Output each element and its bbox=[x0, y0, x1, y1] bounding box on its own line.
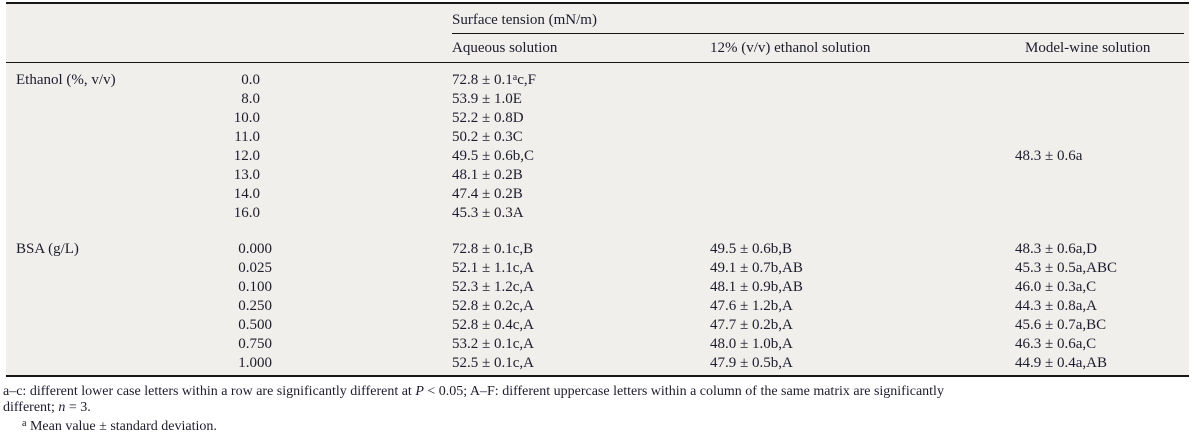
dose-cell: 12.0 bbox=[233, 148, 260, 164]
table-row: 12.0 49.5 ± 0.6b,C 48.3 ± 0.6a bbox=[6, 147, 1189, 166]
table-row: 11.0 50.2 ± 0.3C bbox=[6, 128, 1189, 147]
aqueous-cell: 49.5 ± 0.6b,C bbox=[452, 148, 534, 164]
dose-cell: 8.0 bbox=[241, 91, 260, 107]
model-wine-cell: 44.3 ± 0.8a,A bbox=[1015, 298, 1097, 314]
dose-cell: 14.0 bbox=[233, 186, 260, 202]
footnote-a-marker: a bbox=[512, 72, 518, 83]
aqueous-cell: 53.2 ± 0.1c,A bbox=[452, 336, 534, 352]
section-divider-gap bbox=[6, 223, 1189, 240]
model-wine-cell: 44.9 ± 0.4a,AB bbox=[1015, 355, 1107, 371]
footnote-text: a–c: different lower case letters within… bbox=[3, 384, 416, 399]
table-row: 0.500 52.8 ± 0.4c,A 47.7 ± 0.2b,A 45.6 ±… bbox=[6, 316, 1189, 335]
aqueous-cell: 52.2 ± 0.8D bbox=[452, 110, 524, 126]
table-row: 0.750 53.2 ± 0.1c,A 48.0 ± 1.0b,A 46.3 ±… bbox=[6, 335, 1189, 354]
table-row: 13.0 48.1 ± 0.2B bbox=[6, 166, 1189, 185]
group-header-rule bbox=[452, 33, 1184, 34]
ethanol12-cell: 47.6 ± 1.2b,A bbox=[710, 298, 793, 314]
table-row: 0.100 52.3 ± 1.2c,A 48.1 ± 0.9b,AB 46.0 … bbox=[6, 278, 1189, 297]
dose-cell: 11.0 bbox=[234, 129, 260, 145]
ethanol12-cell: 48.1 ± 0.9b,AB bbox=[710, 279, 803, 295]
table-row: 16.0 45.3 ± 0.3A bbox=[6, 204, 1189, 223]
ethanol12-cell: 49.5 ± 0.6b,B bbox=[710, 241, 792, 257]
model-wine-cell: 48.3 ± 0.6a,D bbox=[1015, 241, 1097, 257]
aqueous-cell: 72.8 ± 0.1ac,F bbox=[452, 71, 536, 90]
dose-cell: 0.025 bbox=[238, 260, 272, 276]
ethanol12-cell: 48.0 ± 1.0b,A bbox=[710, 336, 793, 352]
column-header-ethanol12: 12% (v/v) ethanol solution bbox=[710, 40, 871, 56]
italic-p: P bbox=[415, 384, 424, 399]
section-label-bsa: BSA (g/L) bbox=[16, 241, 79, 257]
footnote-text: different; bbox=[3, 399, 59, 415]
surface-tension-table: Surface tension (mN/m) Aqueous solution … bbox=[6, 2, 1189, 377]
table-row: 14.0 47.4 ± 0.2B bbox=[6, 185, 1189, 204]
dose-cell: 0.500 bbox=[238, 317, 272, 333]
ethanol12-cell: 47.9 ± 0.5b,A bbox=[710, 355, 793, 371]
dose-cell: 13.0 bbox=[233, 167, 260, 183]
aqueous-cell: 52.8 ± 0.2c,A bbox=[452, 298, 534, 314]
model-wine-cell: 45.3 ± 0.5a,ABC bbox=[1015, 260, 1117, 276]
table-row: BSA (g/L) 0.000 72.8 ± 0.1c,B 49.5 ± 0.6… bbox=[6, 240, 1189, 259]
value-text: 72.8 ± 0.1 bbox=[452, 72, 513, 88]
aqueous-cell: 53.9 ± 1.0E bbox=[452, 91, 522, 107]
footnote-text: < 0.05; A–F: different uppercase letters… bbox=[423, 384, 944, 399]
model-wine-cell: 45.6 ± 0.7a,BC bbox=[1015, 317, 1107, 333]
footnote-text: Mean value ± standard deviation. bbox=[26, 419, 217, 434]
table-row: 0.250 52.8 ± 0.2c,A 47.6 ± 1.2b,A 44.3 ±… bbox=[6, 297, 1189, 316]
column-header-aqueous: Aqueous solution bbox=[452, 40, 558, 56]
header-bottom-rule bbox=[6, 62, 1189, 63]
table-body: Ethanol (%, v/v) 0.0 72.8 ± 0.1ac,F 8.0 … bbox=[6, 63, 1189, 373]
dose-cell: 0.000 bbox=[238, 241, 272, 257]
table-group-header: Surface tension (mN/m) bbox=[452, 12, 597, 28]
ethanol12-cell: 49.1 ± 0.7b,AB bbox=[710, 260, 803, 276]
dose-cell: 0.250 bbox=[238, 298, 272, 314]
table-footnotes: a–c: different lower case letters within… bbox=[3, 384, 1191, 435]
dose-cell: 0.750 bbox=[238, 336, 272, 352]
aqueous-cell: 47.4 ± 0.2B bbox=[452, 186, 523, 202]
dose-cell: 10.0 bbox=[233, 110, 260, 126]
italic-n: n bbox=[58, 399, 66, 415]
aqueous-cell: 52.5 ± 0.1c,A bbox=[452, 355, 534, 371]
table-row: 8.0 53.9 ± 1.0E bbox=[6, 90, 1189, 109]
model-wine-cell: 48.3 ± 0.6a bbox=[1015, 148, 1083, 164]
column-header-model-wine: Model-wine solution bbox=[1025, 40, 1151, 56]
table-row: 10.0 52.2 ± 0.8D bbox=[6, 109, 1189, 128]
aqueous-cell: 45.3 ± 0.3A bbox=[452, 205, 524, 221]
model-wine-cell: 46.0 ± 0.3a,C bbox=[1015, 279, 1097, 295]
footnote-mean-value: a Mean value ± standard deviation. bbox=[3, 419, 1191, 435]
model-wine-cell: 46.3 ± 0.6a,C bbox=[1015, 336, 1097, 352]
aqueous-cell: 50.2 ± 0.3C bbox=[452, 129, 523, 145]
dose-cell: 0.0 bbox=[241, 72, 260, 88]
aqueous-cell: 52.1 ± 1.1c,A bbox=[452, 260, 534, 276]
aqueous-cell: 52.8 ± 0.4c,A bbox=[452, 317, 534, 333]
table-column-headers: Aqueous solution 12% (v/v) ethanol solut… bbox=[6, 39, 1189, 58]
table-row: Ethanol (%, v/v) 0.0 72.8 ± 0.1ac,F bbox=[6, 71, 1189, 90]
dose-cell: 16.0 bbox=[233, 205, 260, 221]
footnote-text: = 3. bbox=[65, 399, 91, 415]
footnote-a-marker: a bbox=[22, 418, 27, 429]
table-row: 0.025 52.1 ± 1.1c,A 49.1 ± 0.7b,AB 45.3 … bbox=[6, 259, 1189, 278]
table-row: 1.000 52.5 ± 0.1c,A 47.9 ± 0.5b,A 44.9 ±… bbox=[6, 354, 1189, 373]
dose-cell: 0.100 bbox=[238, 279, 272, 295]
dose-cell: 1.000 bbox=[238, 355, 272, 371]
aqueous-cell: 52.3 ± 1.2c,A bbox=[452, 279, 534, 295]
ethanol12-cell: 47.7 ± 0.2b,A bbox=[710, 317, 793, 333]
aqueous-cell: 48.1 ± 0.2B bbox=[452, 167, 523, 183]
aqueous-cell: 72.8 ± 0.1c,B bbox=[452, 241, 534, 257]
section-label-ethanol: Ethanol (%, v/v) bbox=[16, 72, 116, 88]
value-suffix: c,F bbox=[517, 72, 536, 88]
footnote-significance: a–c: different lower case letters within… bbox=[3, 384, 1191, 415]
